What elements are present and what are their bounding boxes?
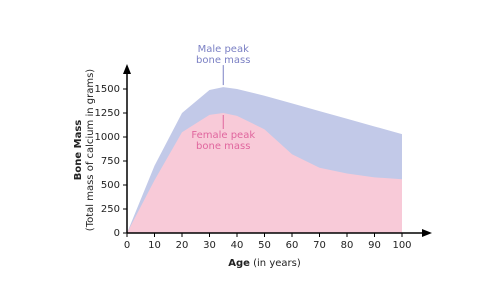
y-label: Bone Mass(Total mass of calcium in grams… (73, 69, 96, 231)
x-axis-arrow (422, 229, 432, 237)
x-label: Age (in years) (228, 258, 301, 269)
y-tick-label: 1250 (95, 108, 120, 119)
x-tick-label: 100 (392, 240, 411, 251)
y-tick-label: 1500 (95, 84, 120, 95)
x-tick-label: 30 (203, 240, 216, 251)
plot-area (127, 87, 402, 233)
y-label-line: (Total mass of calcium in grams) (85, 69, 96, 231)
x-tick-label: 60 (286, 240, 299, 251)
x-tick-label: 80 (341, 240, 354, 251)
x-tick-label: 90 (368, 240, 381, 251)
annotation-text: bone mass (196, 141, 250, 152)
annotation-text: Female peak (191, 130, 255, 141)
x-tick-label: 20 (176, 240, 189, 251)
y-tick-label: 250 (101, 204, 120, 215)
annotation-text: bone mass (196, 55, 250, 66)
y-tick-label: 1000 (95, 132, 120, 143)
y-tick-label: 500 (101, 180, 120, 191)
x-tick-label: 70 (313, 240, 326, 251)
x-tick-label: 50 (258, 240, 271, 251)
y-tick-label: 0 (114, 228, 120, 239)
y-label-line: Bone Mass (73, 120, 84, 181)
x-tick-label: 40 (231, 240, 244, 251)
area (127, 113, 402, 233)
annotation-text: Male peak (198, 44, 249, 55)
x-label-part: (in years) (250, 258, 301, 269)
y-tick-label: 750 (101, 156, 120, 167)
x-label-part: Age (228, 258, 250, 269)
x-tick-label: 0 (124, 240, 130, 251)
y-axis-arrow (123, 64, 131, 74)
x-tick-label: 10 (148, 240, 161, 251)
